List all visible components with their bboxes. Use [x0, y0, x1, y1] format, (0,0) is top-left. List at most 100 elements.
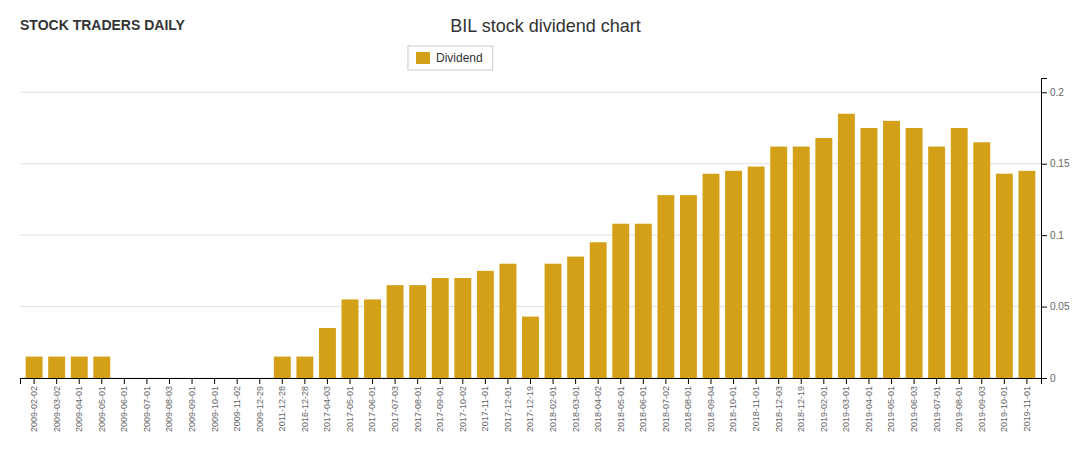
- y-axis-line: [1042, 79, 1048, 379]
- x-tick-mark: [846, 378, 847, 384]
- x-tick: 2018-07-02: [661, 378, 671, 432]
- x-tick: 2019-04-01: [864, 378, 874, 432]
- x-tick-mark: [553, 378, 554, 384]
- x-tick-label: 2019-09-03: [977, 386, 987, 432]
- bar: [657, 195, 674, 378]
- x-tick: 2017-08-01: [413, 378, 423, 432]
- x-tick-label: 2017-08-01: [413, 386, 423, 432]
- x-tick-mark: [304, 378, 305, 384]
- bar: [48, 357, 65, 378]
- bar: [296, 357, 313, 378]
- x-tick: 2019-02-01: [819, 378, 829, 432]
- x-tick-mark: [688, 378, 689, 384]
- y-tick-mark: [1041, 235, 1047, 236]
- x-tick-label: 2018-10-01: [728, 386, 738, 432]
- x-tick: 2017-09-01: [435, 378, 445, 432]
- x-axis: 2009-02-02 2009-03-02 2009-04-01 2009-05-01…: [21, 378, 1042, 432]
- x-tick: 2011-12-28: [277, 378, 287, 431]
- y-tick-label: 0.2: [1050, 87, 1064, 98]
- x-tick: 2018-09-04: [706, 378, 716, 432]
- x-axis-line: [21, 379, 1042, 385]
- bar: [116, 378, 133, 379]
- bar: [680, 195, 697, 378]
- x-tick-label: 2009-04-01: [74, 386, 84, 432]
- x-tick: 2009-10-01: [209, 378, 219, 432]
- x-tick: 2017-12-19: [525, 378, 535, 432]
- x-tick-mark: [1026, 378, 1027, 384]
- x-tick-mark: [462, 378, 463, 384]
- x-tick: 2017-05-01: [345, 378, 355, 432]
- x-tick-label: 2018-03-01: [571, 386, 581, 432]
- y-tick-mark: [1041, 307, 1047, 308]
- annotation: STOCK TRADERS DAILY: [20, 17, 186, 33]
- x-tick-label: 2017-11-01: [480, 386, 490, 431]
- x-tick-label: 2018-02-01: [548, 386, 558, 432]
- x-tick-label: 2018-12-03: [774, 386, 784, 432]
- x-tick: 2018-12-03: [774, 378, 784, 432]
- x-tick-mark: [575, 378, 576, 384]
- x-tick-label: 2019-11-01: [1022, 386, 1032, 431]
- x-tick-label: 2009-06-01: [119, 386, 129, 432]
- bar: [454, 278, 471, 378]
- x-tick-label: 2011-12-28: [277, 386, 287, 431]
- bar: [815, 138, 832, 378]
- x-tick-mark: [801, 378, 802, 384]
- x-tick-label: 2009-09-01: [187, 386, 197, 432]
- bar: [545, 264, 562, 378]
- bar: [928, 147, 945, 378]
- x-tick-label: 2019-08-01: [954, 386, 964, 432]
- x-tick-label: 2018-09-04: [706, 386, 716, 432]
- x-tick-label: 2009-07-01: [142, 386, 152, 432]
- x-tick-label: 2009-12-29: [255, 386, 265, 432]
- x-tick: 2009-12-29: [255, 378, 265, 432]
- bar: [725, 171, 742, 378]
- x-tick-mark: [868, 378, 869, 384]
- x-tick-mark: [823, 378, 824, 384]
- x-tick-mark: [237, 378, 238, 384]
- bar: [1018, 171, 1035, 378]
- x-tick-mark: [598, 378, 599, 384]
- bar: [973, 142, 990, 378]
- bar: [432, 278, 449, 378]
- x-tick-mark: [349, 378, 350, 384]
- x-tick-mark: [711, 378, 712, 384]
- x-tick: 2009-07-01: [142, 378, 152, 432]
- y-tick-mark: [1041, 378, 1047, 379]
- bar: [184, 378, 201, 379]
- x-tick: 2018-08-01: [683, 378, 693, 432]
- bar: [770, 147, 787, 378]
- x-tick-label: 2009-05-01: [97, 386, 107, 432]
- x-tick: 2019-05-01: [886, 378, 896, 432]
- x-tick-label: 2018-06-01: [638, 386, 648, 432]
- x-tick-label: 2018-04-02: [593, 386, 603, 432]
- y-tick-mark: [1041, 92, 1047, 93]
- x-tick-mark: [914, 378, 915, 384]
- x-tick-mark: [79, 378, 80, 384]
- x-tick: 2019-11-01: [1022, 378, 1032, 431]
- bar: [387, 285, 404, 378]
- x-tick-mark: [101, 378, 102, 384]
- y-tick-label: 0.15: [1050, 158, 1070, 169]
- bar: [364, 299, 381, 378]
- bar: [499, 264, 516, 378]
- bar: [590, 242, 607, 378]
- x-tick: 2009-02-02: [29, 378, 39, 432]
- y-tick: 0.05: [1041, 301, 1070, 312]
- x-tick-mark: [124, 378, 125, 384]
- bar: [951, 128, 968, 378]
- grid-line: [20, 92, 1041, 93]
- legend-swatch: [416, 52, 430, 64]
- y-tick: 0: [1041, 373, 1056, 384]
- x-tick: 2009-11-02: [232, 378, 242, 431]
- bar: [138, 378, 155, 379]
- x-tick-mark: [395, 378, 396, 384]
- bar: [26, 357, 43, 378]
- title: BIL stock dividend chart: [450, 16, 640, 36]
- x-tick: 2009-03-02: [52, 378, 62, 432]
- x-tick-label: 2009-08-03: [164, 386, 174, 432]
- x-tick: 2009-04-01: [74, 378, 84, 432]
- x-tick: 2017-10-02: [458, 378, 468, 432]
- x-tick-mark: [1004, 378, 1005, 384]
- x-tick: 2018-04-02: [593, 378, 603, 432]
- x-tick: 2009-05-01: [97, 378, 107, 432]
